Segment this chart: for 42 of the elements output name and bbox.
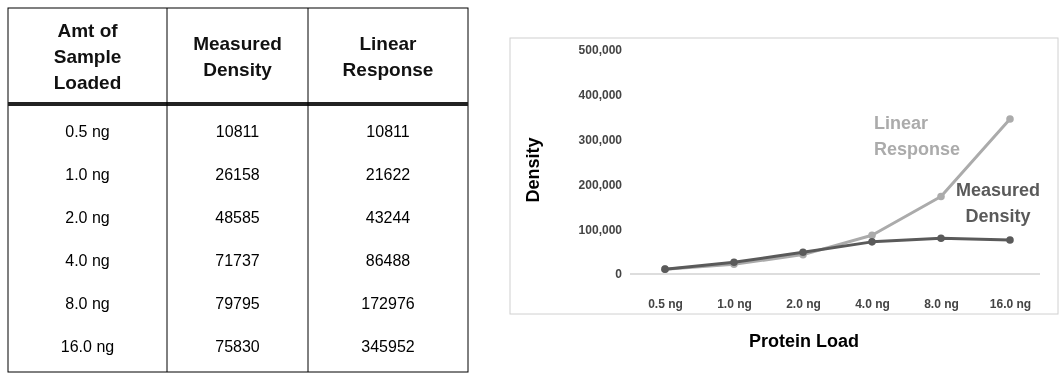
text: Linear Response — [342, 32, 434, 80]
point — [937, 234, 945, 243]
point — [868, 231, 876, 240]
text: Measured Density — [193, 32, 282, 80]
data-label: 10811 — [366, 123, 410, 141]
data-label: 71737 — [215, 252, 260, 270]
series-label: Linear Response — [874, 113, 961, 160]
point — [937, 192, 945, 201]
x-tick-label: 4.0 ng — [855, 296, 890, 311]
y-tick-label: 500,000 — [578, 43, 623, 58]
data-label: 75830 — [215, 338, 260, 356]
text: Amt of Sample Loaded — [53, 19, 122, 93]
y-tick-label: 0 — [615, 267, 623, 282]
data-label: 79795 — [215, 295, 260, 313]
category-label: 0.5 ng — [65, 123, 110, 141]
category-label: 16.0 ng — [60, 338, 115, 356]
x-tick-label: 1.0 ng — [717, 296, 752, 311]
category-label: 2.0 ng — [65, 209, 110, 227]
x-tick-label: 16.0 ng — [989, 296, 1032, 311]
data-label: 172976 — [361, 295, 415, 313]
x-tick-label: 0.5 ng — [648, 296, 683, 311]
y-tick-label: 200,000 — [578, 177, 623, 192]
y-tick-label: 300,000 — [578, 132, 623, 147]
data-label: 345952 — [361, 338, 415, 356]
y-tick-label: 100,000 — [578, 222, 623, 237]
data-label: 43244 — [365, 209, 411, 227]
data-label: 26158 — [215, 166, 260, 184]
y-tick-label: 400,000 — [578, 88, 623, 103]
y-axis-title: Density — [523, 137, 544, 203]
point — [1006, 236, 1014, 244]
category-label: 1.0 ng — [65, 166, 110, 184]
series-label: Measured Density — [955, 180, 1041, 227]
x-tick-label: 8.0 ng — [924, 296, 959, 311]
point — [868, 238, 876, 246]
point — [1006, 115, 1014, 123]
data-label: 48585 — [215, 209, 260, 227]
x-axis-title: Protein Load — [748, 331, 860, 352]
category-label: 4.0 ng — [65, 252, 110, 270]
data-label: 21622 — [365, 166, 411, 184]
data-label: 86488 — [365, 252, 411, 270]
data-label: 10811 — [215, 123, 260, 141]
x-tick-label: 2.0 ng — [786, 296, 821, 311]
